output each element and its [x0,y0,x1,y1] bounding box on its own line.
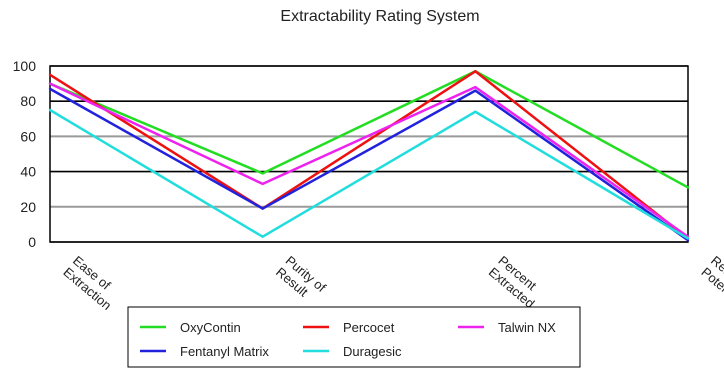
x-tick-label: Ease ofExtraction [60,253,124,313]
legend-label: Talwin NX [498,320,556,335]
chart-title: Extractability Rating System [280,8,480,25]
x-tick-label: RelativePotency [698,253,724,306]
data-point-percocet [48,73,52,77]
y-tick-label: 60 [20,128,36,144]
data-point-talwin-nx [474,85,477,89]
y-tick-label: 40 [20,164,36,180]
data-point-fentanyl-matrix [48,87,52,91]
series-line-talwin-nx [49,82,689,238]
data-point-talwin-nx [261,182,264,186]
data-point-fentanyl-matrix [261,207,264,210]
y-tick-label: 20 [20,199,36,215]
series-line-percocet [49,70,689,240]
data-point-fentanyl-matrix [686,239,690,242]
plot-frame [49,65,689,243]
y-tick-label: 80 [20,93,36,109]
data-point-duragesic [261,235,264,238]
legend-label: Duragesic [343,344,402,359]
legend-label: Percocet [343,320,395,335]
data-point-oxycontin [261,172,264,175]
data-point-fentanyl-matrix [474,89,477,92]
x-tick-label: PercentExtracted [486,253,547,311]
y-tick-label: 100 [13,58,37,74]
y-tick-label: 0 [28,234,36,250]
data-point-percocet [474,70,477,73]
data-point-oxycontin [686,186,690,189]
series-line-fentanyl-matrix [49,87,689,242]
data-point-duragesic [48,108,52,112]
series-line-duragesic [49,108,689,240]
x-tick-label: Purity ofResult [273,253,329,307]
series-line-oxycontin [49,70,689,189]
data-point-talwin-nx [48,82,52,85]
legend-box [127,306,581,368]
legend-label: OxyContin [180,320,241,335]
legend-label: Fentanyl Matrix [180,344,269,359]
data-point-duragesic [474,110,477,113]
data-point-duragesic [686,237,690,240]
